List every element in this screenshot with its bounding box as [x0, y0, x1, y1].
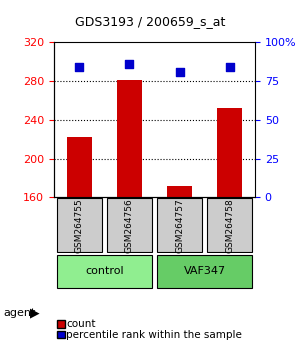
Bar [167, 186, 192, 198]
Bar [117, 80, 142, 198]
FancyBboxPatch shape [157, 255, 253, 289]
FancyBboxPatch shape [56, 199, 102, 252]
Text: control: control [85, 266, 124, 276]
Text: count: count [66, 319, 95, 329]
FancyBboxPatch shape [56, 255, 152, 289]
FancyBboxPatch shape [157, 199, 202, 252]
Text: GSM264758: GSM264758 [225, 198, 234, 253]
Text: GDS3193 / 200659_s_at: GDS3193 / 200659_s_at [75, 15, 225, 28]
Point [77, 64, 82, 70]
Text: GSM264755: GSM264755 [75, 198, 84, 253]
FancyBboxPatch shape [207, 199, 253, 252]
Point [127, 61, 132, 67]
Point [227, 64, 232, 70]
Text: percentile rank within the sample: percentile rank within the sample [66, 330, 242, 339]
Text: GSM264756: GSM264756 [125, 198, 134, 253]
Bar [217, 108, 242, 198]
FancyBboxPatch shape [107, 199, 152, 252]
Point [177, 69, 182, 75]
Text: VAF347: VAF347 [184, 266, 226, 276]
Text: agent: agent [3, 308, 35, 318]
Text: ▶: ▶ [30, 307, 40, 320]
Text: GSM264757: GSM264757 [175, 198, 184, 253]
Bar [67, 137, 92, 198]
